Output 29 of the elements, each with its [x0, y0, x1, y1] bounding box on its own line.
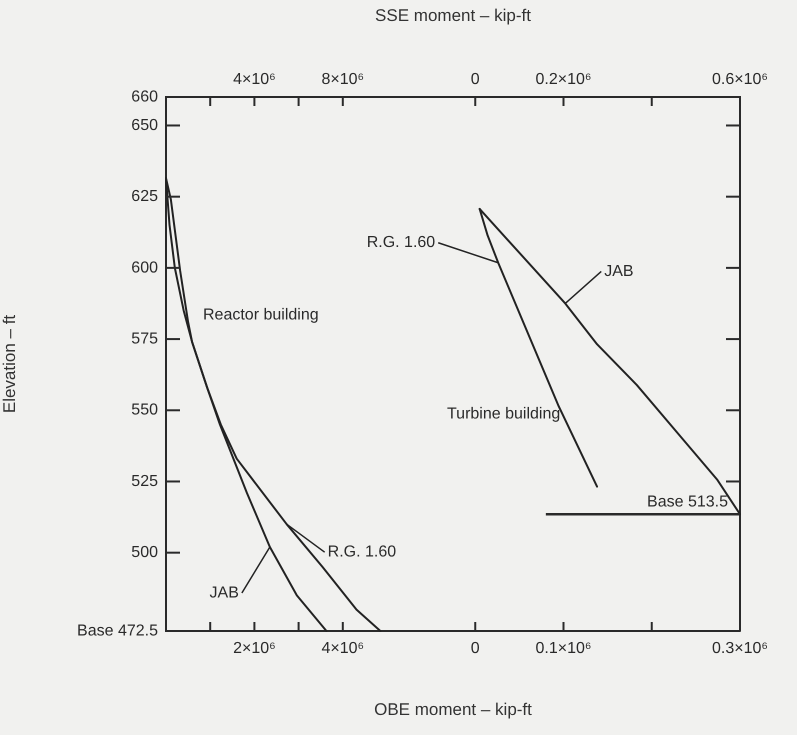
y-tick-label: 525 [131, 472, 158, 490]
x2-tick-label: 4×10⁶ [233, 70, 276, 88]
y-axis-title: Elevation – ft [0, 314, 19, 414]
x2-tick-label: 8×10⁶ [321, 70, 364, 88]
y-tick-label: 650 [131, 116, 158, 134]
x2-tick-label: 0.6×10⁶ [712, 70, 768, 88]
x-tick-label: 4×10⁶ [321, 640, 364, 658]
y-tick-label: 625 [131, 188, 158, 206]
x2-tick-label: 0.2×10⁶ [536, 70, 592, 88]
x-tick-label: 2×10⁶ [233, 640, 276, 658]
text: JAB [210, 584, 239, 602]
series-label: R.G. 1.60 [328, 544, 396, 561]
x-axis-title: OBE moment – kip-ft [373, 700, 533, 720]
y-tick-label: 550 [131, 402, 158, 419]
ref-line-label: Base 513.5 [647, 494, 728, 511]
y-tick-label: Base 472.5 [77, 622, 158, 640]
y-tick-label: 660 [131, 88, 158, 106]
text: JAB [604, 262, 634, 280]
legend-label: R.G. 1.60 [366, 234, 436, 252]
x-tick-label: 0 [470, 640, 480, 658]
x2-axis-title: SSE moment – kip-ft [374, 6, 532, 26]
y-tick-label: 575 [131, 330, 158, 348]
x2-tick-label: 0 [470, 70, 480, 88]
y-tick-label: 600 [131, 259, 158, 276]
y-tick-label: 500 [131, 544, 158, 562]
x-tick-label: 0.3×10⁶ [712, 640, 768, 658]
annotation: Reactor building [203, 306, 319, 324]
annotation: Turbine building [447, 405, 560, 422]
x-tick-label: 0.1×10⁶ [536, 640, 592, 658]
